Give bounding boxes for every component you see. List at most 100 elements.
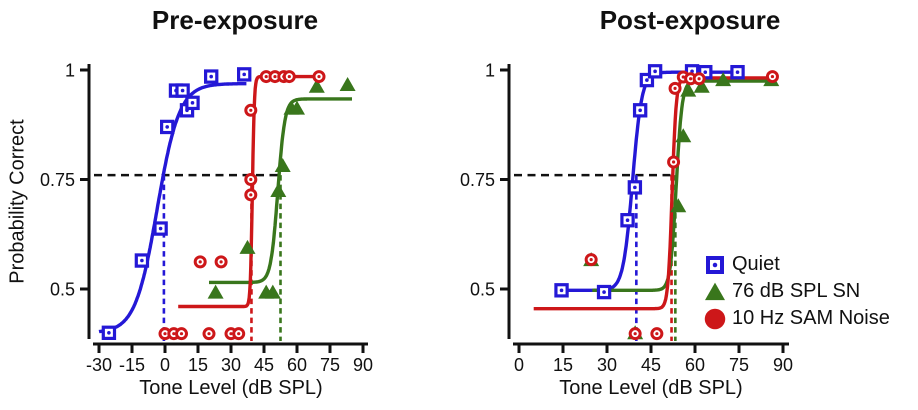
x-tick-label: -15 bbox=[119, 355, 145, 375]
sn-marker bbox=[680, 82, 697, 97]
x-tick-label: 15 bbox=[188, 355, 208, 375]
sn-marker bbox=[715, 72, 732, 87]
legend-label-sn: 76 dB SPL SN bbox=[732, 280, 861, 302]
sn-marker bbox=[693, 78, 710, 93]
x-tick-label: 45 bbox=[641, 355, 661, 375]
y-tick-label: 1 bbox=[65, 61, 75, 81]
curve-sn bbox=[591, 79, 774, 292]
legend-item-sn: 76 dB SPL SN bbox=[700, 278, 890, 305]
y-tick-label: 0.5 bbox=[50, 280, 75, 300]
quiet-marker-dot bbox=[242, 72, 246, 77]
y-tick-label: 1 bbox=[485, 61, 495, 81]
sn-marker bbox=[239, 239, 256, 254]
sam-marker-dot bbox=[264, 74, 268, 79]
quiet-marker-dot bbox=[165, 125, 169, 129]
legend-item-quiet: Quiet bbox=[700, 251, 890, 278]
x-tick-label: 0 bbox=[160, 355, 170, 375]
quiet-marker-dot bbox=[140, 258, 144, 263]
x-tick-label: 60 bbox=[685, 355, 705, 375]
legend-label-sam: 10 Hz SAM Noise bbox=[732, 307, 890, 329]
sam-marker-dot bbox=[249, 108, 253, 112]
sam-marker-dot bbox=[179, 332, 184, 336]
sn-filled-triangle-icon bbox=[705, 282, 725, 300]
sn-marker bbox=[207, 284, 224, 299]
y-axis-label: Probability Correct bbox=[6, 119, 29, 284]
x-tick-label: 30 bbox=[597, 355, 617, 375]
quiet-marker-dot bbox=[735, 70, 740, 74]
x-tick-label: 60 bbox=[287, 355, 307, 375]
y-tick-label: 0.75 bbox=[460, 170, 495, 190]
quiet-marker-dot bbox=[653, 69, 657, 74]
quiet-marker-dot bbox=[209, 74, 213, 79]
quiet-marker-dot bbox=[559, 288, 564, 293]
sam-marker-dot bbox=[198, 260, 202, 264]
sn-marker bbox=[675, 128, 692, 143]
sn-marker bbox=[289, 100, 305, 115]
sn-marker bbox=[270, 182, 287, 197]
sam-marker-dot bbox=[237, 332, 241, 336]
legend: Quiet 76 dB SPL SN 10 Hz SAM Noise bbox=[700, 251, 890, 332]
sn-marker bbox=[705, 282, 725, 300]
sam-marker-dot bbox=[219, 260, 223, 264]
quiet-marker-dot bbox=[712, 262, 718, 267]
x-tick-label: 15 bbox=[553, 355, 573, 375]
sam-marker-dot bbox=[172, 332, 176, 336]
sam-marker-dot bbox=[689, 77, 693, 81]
points-sam bbox=[158, 70, 326, 341]
sn-marker bbox=[264, 284, 281, 299]
sam-filled-circle-icon bbox=[704, 308, 726, 329]
sam-marker-dot bbox=[163, 332, 167, 336]
sam-marker-dot bbox=[249, 177, 253, 182]
x-tick-label: 0 bbox=[514, 355, 524, 375]
sam-filled-marker bbox=[704, 308, 726, 329]
sam-marker-dot bbox=[770, 74, 775, 79]
quiet-marker-dot bbox=[690, 69, 694, 74]
quiet-marker-dot bbox=[638, 108, 642, 113]
curve-sn bbox=[207, 97, 354, 285]
sn-marker bbox=[274, 157, 291, 172]
quiet-marker-dot bbox=[602, 290, 606, 294]
quiet-marker-dot bbox=[645, 78, 649, 82]
y-tick-label: 0.5 bbox=[470, 280, 495, 300]
x-tick-label: 30 bbox=[221, 355, 241, 375]
sam-marker-dot bbox=[671, 160, 676, 164]
curve-sam bbox=[177, 74, 322, 309]
x-tick-label: -30 bbox=[86, 355, 112, 375]
x-tick-label: 75 bbox=[320, 355, 340, 375]
quiet-marker-dot bbox=[107, 331, 111, 335]
x-axis-label-pre: Tone Level (dB SPL) bbox=[139, 377, 323, 399]
legend-label-quiet: Quiet bbox=[732, 253, 780, 275]
sam-marker-dot bbox=[317, 74, 321, 79]
quiet-marker-dot bbox=[633, 185, 637, 190]
sam-marker-dot bbox=[655, 332, 659, 336]
panel-title-post-exposure: Post-exposure bbox=[599, 5, 781, 35]
quiet-marker-dot bbox=[180, 88, 185, 93]
sam-marker-dot bbox=[681, 75, 685, 79]
x-tick-label: 45 bbox=[254, 355, 274, 375]
x-tick-label: 75 bbox=[729, 355, 749, 375]
quiet-open-square-icon bbox=[706, 255, 724, 274]
sam-marker-dot bbox=[673, 86, 677, 90]
points-sn bbox=[207, 76, 356, 299]
x-tick-label: 90 bbox=[773, 355, 793, 375]
x-tick-label: 90 bbox=[353, 355, 373, 375]
x-axis-label-post: Tone Level (dB SPL) bbox=[559, 377, 743, 399]
sam-marker-dot bbox=[589, 258, 593, 262]
panel-post: 1 0.75 0.5 0 15 30 45 60 75 90 bbox=[460, 61, 793, 376]
sn-marker bbox=[339, 76, 356, 91]
panel-title-pre-exposure: Pre-exposure bbox=[151, 5, 319, 35]
y-tick-label: 0.75 bbox=[40, 170, 75, 190]
legend-item-sam: 10 Hz SAM Noise bbox=[700, 305, 890, 332]
quiet-marker-dot bbox=[625, 218, 630, 223]
quiet-marker-dot bbox=[703, 70, 708, 74]
sam-marker-dot bbox=[697, 77, 701, 81]
sam-marker-dot bbox=[249, 193, 253, 197]
sn-marker bbox=[308, 78, 325, 93]
sam-marker-dot bbox=[229, 332, 233, 336]
sam-marker-dot bbox=[633, 332, 637, 336]
sam-marker-dot bbox=[273, 74, 277, 79]
panel-pre: 1 0.75 0.5 -30 -15 0 15 30 45 60 75 90 bbox=[40, 61, 373, 376]
points-quiet bbox=[101, 67, 252, 341]
